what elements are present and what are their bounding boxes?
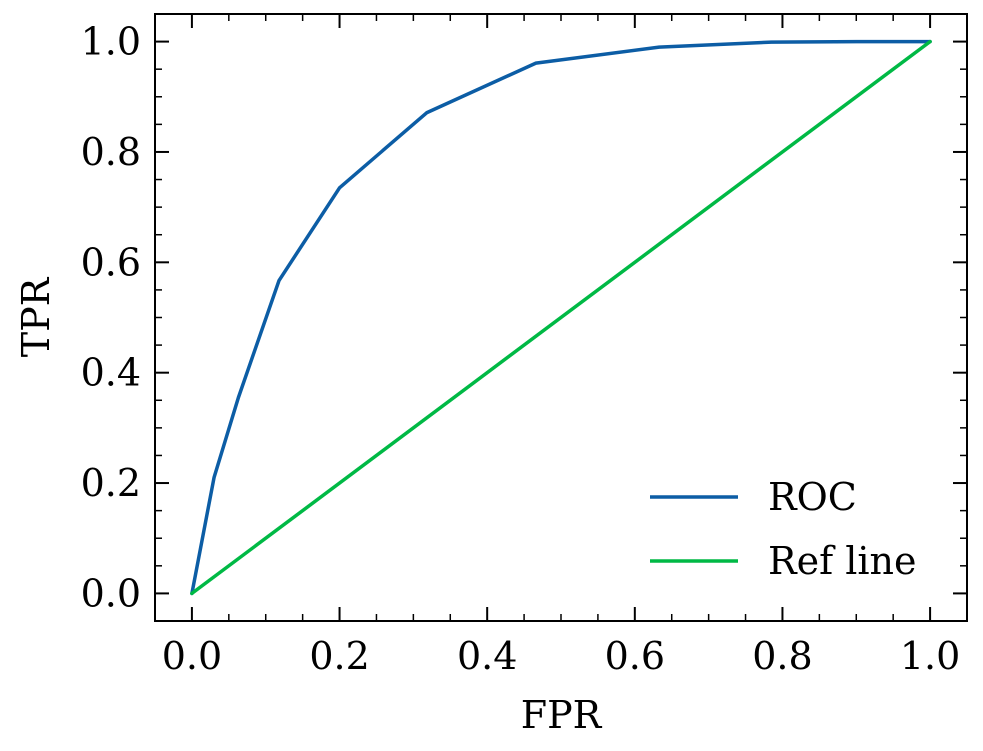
y-tick-label: 0.8 xyxy=(81,130,141,174)
legend-label-ref-line: Ref line xyxy=(768,539,917,583)
series-line-roc xyxy=(190,39,932,596)
y-tick-label: 0.4 xyxy=(81,351,141,395)
x-axis-label: FPR xyxy=(521,693,603,737)
x-tick-label: 0.6 xyxy=(605,634,665,678)
series-layer xyxy=(190,39,932,596)
legend-label-roc: ROC xyxy=(768,475,857,519)
x-tick-label: 0.4 xyxy=(457,634,517,678)
y-tick-label: 0.0 xyxy=(81,571,141,615)
x-tick-label: 0.2 xyxy=(309,634,369,678)
y-tick-label: 0.2 xyxy=(81,461,141,505)
x-tick-label: 0.8 xyxy=(752,634,812,678)
series-line-ref-line xyxy=(190,39,932,596)
x-tick-label: 0.0 xyxy=(162,634,222,678)
y-axis-label: TPR xyxy=(14,276,58,357)
plot-frame xyxy=(154,13,968,622)
y-tick-label: 0.6 xyxy=(81,240,141,284)
ticks-layer: 0.0 0.2 0.4 0.6 0.8 1.0 0.0 0.2 0.4 0.6 0.8 1.0 xyxy=(81,13,968,678)
y-tick-label: 1.0 xyxy=(81,20,141,64)
x-tick-label: 1.0 xyxy=(900,634,960,678)
legend: ROC Ref line xyxy=(650,475,917,583)
